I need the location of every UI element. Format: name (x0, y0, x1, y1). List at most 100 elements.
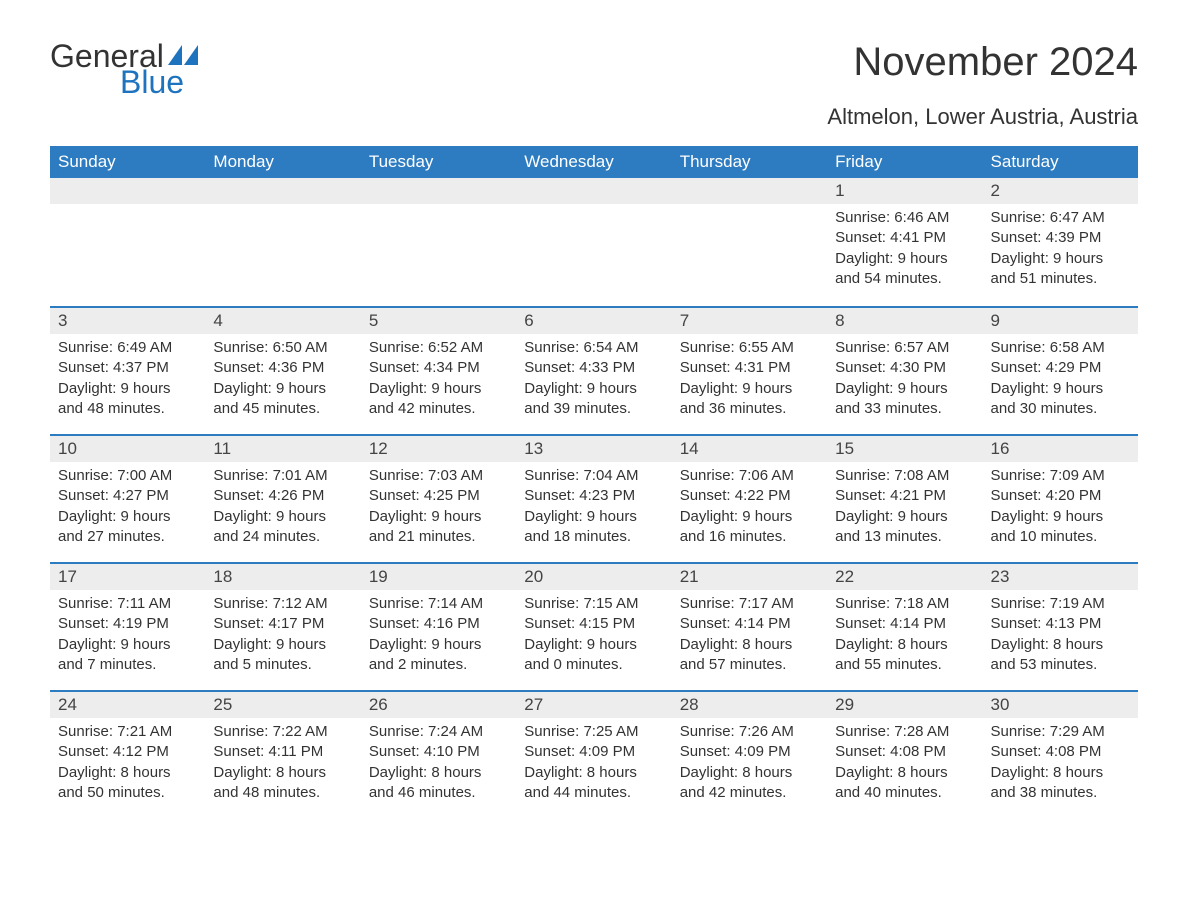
day-details: Sunrise: 7:29 AMSunset: 4:08 PMDaylight:… (983, 718, 1138, 813)
day-detail-line: Sunrise: 7:24 AM (369, 722, 508, 742)
day-detail-line: Sunset: 4:15 PM (524, 614, 663, 634)
day-detail-line: Sunset: 4:36 PM (213, 358, 352, 378)
day-detail-line: Daylight: 8 hours (213, 763, 352, 783)
day-detail-line: Daylight: 8 hours (680, 635, 819, 655)
day-detail-line: Daylight: 9 hours (991, 379, 1130, 399)
day-21: 21 Sunrise: 7:17 AMSunset: 4:14 PMDayligh… (672, 564, 827, 690)
day-15: 15Sunrise: 7:08 AMSunset: 4:21 PMDayligh… (827, 436, 982, 562)
day-20: 20Sunrise: 7:15 AMSunset: 4:15 PMDayligh… (516, 564, 671, 690)
day-details: Sunrise: 7:04 AMSunset: 4:23 PMDaylight:… (516, 462, 671, 557)
day-detail-line: Daylight: 9 hours (680, 379, 819, 399)
day-number: 30 (983, 692, 1138, 718)
week-row: 3Sunrise: 6:49 AMSunset: 4:37 PMDaylight… (50, 306, 1138, 434)
day-detail-line: and 2 minutes. (369, 655, 508, 675)
day-10: 10Sunrise: 7:00 AMSunset: 4:27 PMDayligh… (50, 436, 205, 562)
day-detail-line: Daylight: 9 hours (369, 379, 508, 399)
day-detail-line: Sunrise: 6:57 AM (835, 338, 974, 358)
location-subtitle: Altmelon, Lower Austria, Austria (50, 104, 1138, 130)
day-number: 2 (983, 178, 1138, 204)
day-detail-line: Sunset: 4:34 PM (369, 358, 508, 378)
day-details: Sunrise: 7:18 AMSunset: 4:14 PMDaylight:… (827, 590, 982, 685)
day-detail-line: Daylight: 9 hours (680, 507, 819, 527)
day-empty (672, 178, 827, 306)
day-detail-line: Sunset: 4:41 PM (835, 228, 974, 248)
day-detail-line: Daylight: 8 hours (835, 763, 974, 783)
day-detail-line: Sunrise: 7:12 AM (213, 594, 352, 614)
day-detail-line: Sunrise: 7:03 AM (369, 466, 508, 486)
day-details: Sunrise: 6:52 AMSunset: 4:34 PMDaylight:… (361, 334, 516, 429)
day-detail-line: Sunrise: 6:54 AM (524, 338, 663, 358)
day-detail-line: Daylight: 9 hours (991, 249, 1130, 269)
day-details: Sunrise: 6:50 AMSunset: 4:36 PMDaylight:… (205, 334, 360, 429)
day-details: Sunrise: 7:25 AMSunset: 4:09 PMDaylight:… (516, 718, 671, 813)
day-details: Sunrise: 7:06 AMSunset: 4:22 PMDaylight:… (672, 462, 827, 557)
day-detail-line: Sunset: 4:17 PM (213, 614, 352, 634)
day-number: 27 (516, 692, 671, 718)
day-number: 18 (205, 564, 360, 590)
day-detail-line: Sunset: 4:08 PM (991, 742, 1130, 762)
day-detail-line: Daylight: 8 hours (369, 763, 508, 783)
day-detail-line: Sunrise: 6:58 AM (991, 338, 1130, 358)
day-number: 16 (983, 436, 1138, 462)
page-title: November 2024 (853, 40, 1138, 85)
day-detail-line: and 46 minutes. (369, 783, 508, 803)
day-detail-line: Sunset: 4:14 PM (680, 614, 819, 634)
day-detail-line: Sunset: 4:37 PM (58, 358, 197, 378)
day-number: 3 (50, 308, 205, 334)
day-detail-line: Daylight: 9 hours (524, 379, 663, 399)
day-number (50, 178, 205, 204)
day-number: 4 (205, 308, 360, 334)
day-detail-line: Daylight: 8 hours (991, 635, 1130, 655)
day-number: 21 (672, 564, 827, 590)
day-detail-line: and 10 minutes. (991, 527, 1130, 547)
day-detail-line: Sunset: 4:19 PM (58, 614, 197, 634)
day-detail-line: Daylight: 8 hours (680, 763, 819, 783)
day-detail-line: Daylight: 9 hours (213, 635, 352, 655)
day-detail-line: Sunrise: 7:18 AM (835, 594, 974, 614)
day-empty (205, 178, 360, 306)
week-row: 17Sunrise: 7:11 AMSunset: 4:19 PMDayligh… (50, 562, 1138, 690)
day-detail-line: Sunrise: 7:17 AM (680, 594, 819, 614)
day-detail-line: Sunset: 4:12 PM (58, 742, 197, 762)
day-details: Sunrise: 6:57 AMSunset: 4:30 PMDaylight:… (827, 334, 982, 429)
day-detail-line: Sunrise: 7:14 AM (369, 594, 508, 614)
calendar: SundayMondayTuesdayWednesdayThursdayFrid… (50, 146, 1138, 818)
day-14: 14Sunrise: 7:06 AMSunset: 4:22 PMDayligh… (672, 436, 827, 562)
dow-sunday: Sunday (50, 146, 205, 178)
day-details: Sunrise: 7:26 AMSunset: 4:09 PMDaylight:… (672, 718, 827, 813)
day-9: 9Sunrise: 6:58 AMSunset: 4:29 PMDaylight… (983, 308, 1138, 434)
day-detail-line: Sunset: 4:23 PM (524, 486, 663, 506)
day-22: 22Sunrise: 7:18 AMSunset: 4:14 PMDayligh… (827, 564, 982, 690)
day-details: Sunrise: 6:46 AMSunset: 4:41 PMDaylight:… (827, 204, 982, 299)
day-number: 10 (50, 436, 205, 462)
day-detail-line: Sunset: 4:09 PM (680, 742, 819, 762)
day-number: 9 (983, 308, 1138, 334)
day-details: Sunrise: 7:15 AMSunset: 4:15 PMDaylight:… (516, 590, 671, 685)
day-detail-line: Sunset: 4:25 PM (369, 486, 508, 506)
day-detail-line: Sunset: 4:30 PM (835, 358, 974, 378)
day-detail-line: Sunrise: 7:00 AM (58, 466, 197, 486)
day-detail-line: Daylight: 9 hours (524, 507, 663, 527)
day-detail-line: Daylight: 9 hours (369, 507, 508, 527)
day-29: 29Sunrise: 7:28 AMSunset: 4:08 PMDayligh… (827, 692, 982, 818)
weeks-container: 1Sunrise: 6:46 AMSunset: 4:41 PMDaylight… (50, 178, 1138, 818)
day-detail-line: Daylight: 9 hours (213, 507, 352, 527)
day-number: 5 (361, 308, 516, 334)
day-detail-line: and 42 minutes. (680, 783, 819, 803)
day-detail-line: and 48 minutes. (58, 399, 197, 419)
day-detail-line: Daylight: 9 hours (835, 507, 974, 527)
day-number (361, 178, 516, 204)
day-detail-line: Sunrise: 7:22 AM (213, 722, 352, 742)
day-7: 7Sunrise: 6:55 AMSunset: 4:31 PMDaylight… (672, 308, 827, 434)
day-details: Sunrise: 7:21 AMSunset: 4:12 PMDaylight:… (50, 718, 205, 813)
day-detail-line: Daylight: 9 hours (835, 379, 974, 399)
day-detail-line: and 40 minutes. (835, 783, 974, 803)
day-19: 19Sunrise: 7:14 AMSunset: 4:16 PMDayligh… (361, 564, 516, 690)
day-detail-line: and 16 minutes. (680, 527, 819, 547)
day-25: 25Sunrise: 7:22 AMSunset: 4:11 PMDayligh… (205, 692, 360, 818)
day-number (205, 178, 360, 204)
day-detail-line: and 53 minutes. (991, 655, 1130, 675)
day-details: Sunrise: 7:22 AMSunset: 4:11 PMDaylight:… (205, 718, 360, 813)
day-23: 23Sunrise: 7:19 AMSunset: 4:13 PMDayligh… (983, 564, 1138, 690)
day-detail-line: Daylight: 9 hours (524, 635, 663, 655)
